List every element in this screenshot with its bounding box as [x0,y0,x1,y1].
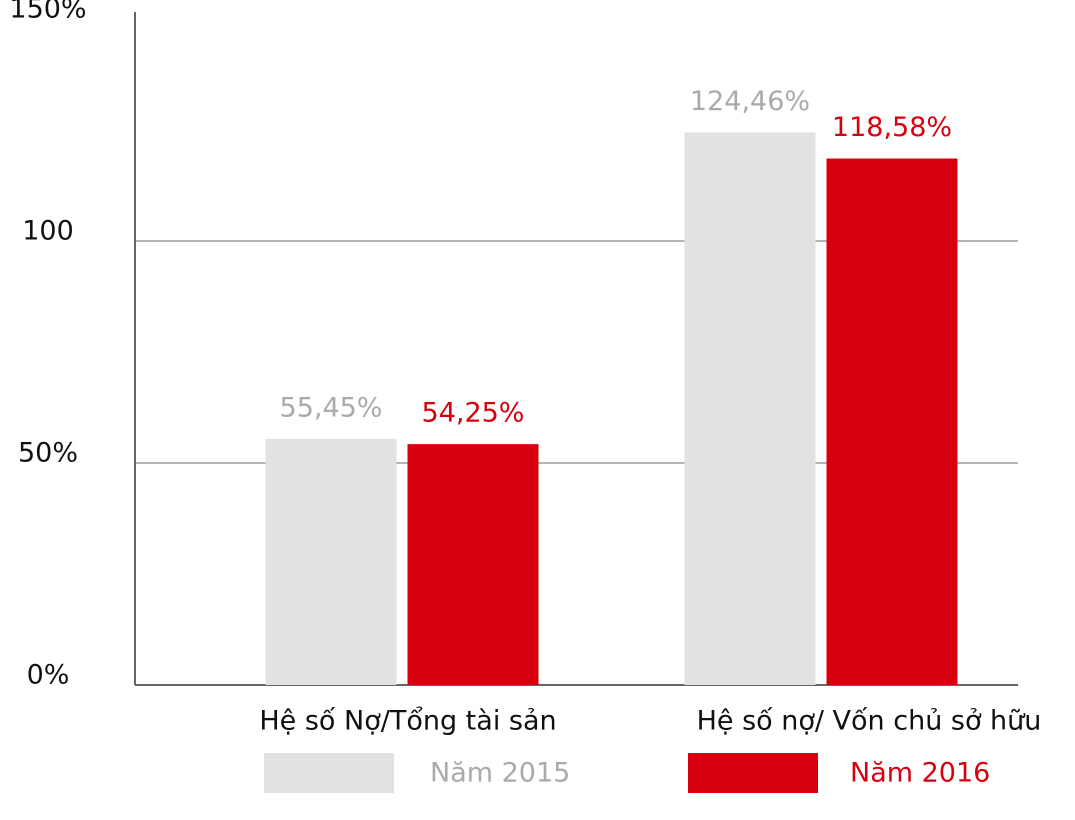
y-tick-label: 50% [18,438,78,469]
y-tick-label: 100 [22,216,74,247]
bar [407,444,539,685]
legend-label: Năm 2016 [850,758,990,789]
legend-label: Năm 2015 [430,758,570,789]
x-tick-label: Hệ số nợ/ Vốn chủ sở hữu [697,706,1042,737]
value-label: 118,58% [832,112,952,143]
y-tick-label: 0% [27,660,70,691]
value-label: 54,25% [422,398,525,429]
bar [826,158,958,685]
bar [265,438,397,685]
y-tick-label: 150% [9,0,86,25]
legend-swatch [264,753,394,793]
value-label: 124,46% [690,86,810,117]
bar [684,132,816,686]
x-tick-label: Hệ số Nợ/Tổng tài sản [259,706,556,737]
legend-swatch [688,753,818,793]
value-label: 55,45% [280,392,383,423]
